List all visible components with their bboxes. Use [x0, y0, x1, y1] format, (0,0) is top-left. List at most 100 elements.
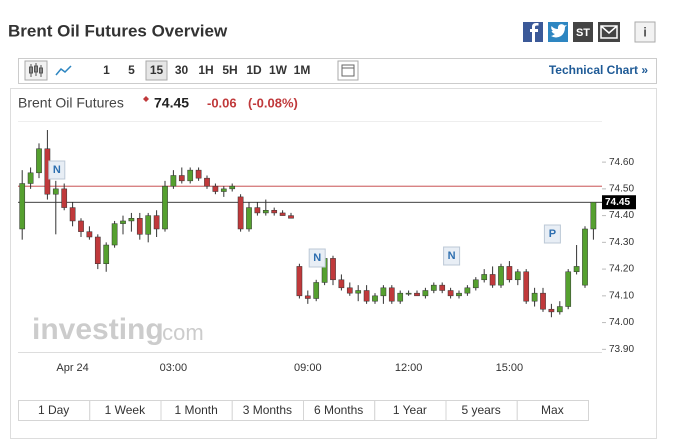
candle-body — [69, 207, 76, 222]
candle-body — [338, 279, 345, 289]
candle-body — [296, 266, 303, 297]
range-button-label: 1 Month — [174, 403, 217, 417]
y-tick-label: 74.00 — [609, 317, 634, 328]
candle-body — [78, 220, 84, 232]
y-tick-label: 74.50 — [609, 184, 634, 195]
event-flag[interactable] — [48, 160, 66, 180]
candle-body — [456, 292, 462, 297]
event-flag-label: P — [549, 228, 556, 240]
stocktwits-icon[interactable] — [573, 22, 593, 42]
range-buttons: 1 Day 1 Week 1 Month 3 Months 6 Months 1 Year… — [18, 400, 589, 421]
candle-body — [422, 290, 429, 297]
candle-body — [187, 169, 194, 182]
candle-body — [220, 188, 227, 192]
candle-body — [363, 290, 370, 302]
candle-body — [447, 290, 454, 297]
candle-body — [288, 215, 294, 219]
event-flag[interactable] — [443, 246, 461, 266]
range-button-label: 1 Week — [105, 403, 146, 417]
interval-button[interactable]: 1W — [269, 63, 288, 77]
candle-body — [548, 308, 555, 313]
y-tick-label: 73.90 — [609, 344, 634, 355]
y-tick-label: 74.60 — [609, 157, 634, 168]
y-tick-label: 74.10 — [609, 290, 634, 301]
stocktwits-label: ST — [576, 27, 590, 39]
candle-body — [355, 290, 362, 294]
candle-body — [103, 244, 110, 264]
candle-body — [313, 282, 320, 299]
candle-body — [556, 306, 563, 313]
candle-body — [380, 287, 387, 297]
twitter-glyph — [551, 24, 567, 38]
candle-body — [229, 185, 236, 190]
last-price: 74.45 — [154, 95, 189, 111]
candle-body — [481, 274, 488, 281]
interval-button[interactable]: 1H — [198, 63, 213, 77]
watermark-suffix: .com — [156, 320, 204, 345]
candle-body — [153, 215, 160, 230]
share-icons: ST i — [523, 21, 656, 43]
interval-button[interactable]: 30 — [175, 63, 189, 77]
interval-buttons: 1 5 15 30 1H 5H 1D 1W 1M — [103, 60, 311, 81]
event-flag-label: N — [448, 250, 456, 262]
x-tick-label: 15:00 — [496, 362, 524, 374]
interval-button[interactable]: 1M — [294, 63, 311, 77]
y-tick-label: 74.40 — [609, 210, 634, 221]
interval-button[interactable]: 1D — [246, 63, 262, 77]
calendar-button[interactable] — [337, 60, 359, 81]
range-button-label: 3 Months — [243, 403, 292, 417]
y-tick-label: 74.20 — [609, 264, 634, 275]
candle-body — [330, 258, 336, 281]
candle-body — [94, 236, 101, 264]
candle-body — [271, 210, 278, 214]
candle-body — [304, 295, 311, 299]
mail-icon[interactable] — [598, 22, 620, 42]
candle-body — [86, 231, 93, 238]
candle-body — [262, 210, 269, 214]
interval-button[interactable]: 15 — [150, 63, 164, 77]
candle-body — [531, 292, 538, 302]
candle-body — [212, 185, 219, 192]
candle-body — [120, 220, 126, 224]
range-button-label: 6 Months — [314, 403, 363, 417]
percent-change: (-0.08%) — [248, 95, 298, 110]
candle-body — [111, 223, 118, 246]
candle-body — [145, 215, 152, 235]
line-button[interactable] — [55, 65, 72, 76]
calendar-glyph — [341, 64, 355, 77]
candle-body — [414, 292, 420, 297]
range-button-label: 1 Day — [38, 403, 69, 417]
x-tick-label: 12:00 — [395, 362, 423, 374]
candle-body — [405, 292, 412, 295]
candle-body — [540, 292, 546, 310]
candle-body — [397, 292, 404, 302]
candle-body — [136, 218, 143, 235]
candle-body — [178, 175, 185, 182]
x-tick-label: 03:00 — [160, 362, 188, 374]
range-button[interactable] — [516, 400, 589, 421]
technical-chart-link[interactable]: Technical Chart » — [549, 63, 648, 77]
quote-line: Brent Oil Futures 74.45 -0.06 (-0.08%) — [18, 95, 298, 111]
interval-button[interactable]: 1 — [103, 63, 110, 77]
candle-body — [128, 218, 135, 222]
page-title: Brent Oil Futures Overview — [8, 21, 228, 40]
interval-button[interactable]: 5H — [222, 63, 237, 77]
candle-body — [472, 279, 479, 289]
candle-body — [19, 183, 26, 230]
price-change: -0.06 — [207, 95, 237, 110]
event-flag[interactable] — [308, 248, 326, 268]
info-icon[interactable] — [634, 21, 656, 43]
candle-body — [204, 177, 210, 187]
event-flag[interactable] — [543, 224, 561, 244]
interval-button[interactable]: 5 — [128, 63, 135, 77]
watermark-brand: investing — [32, 313, 164, 346]
facebook-glyph — [530, 23, 539, 42]
event-flag-label: N — [53, 164, 61, 176]
down-arrow — [143, 96, 149, 102]
candle-body — [27, 172, 34, 184]
candle-body — [372, 295, 378, 302]
candle-body — [565, 271, 572, 307]
candle-body — [237, 196, 244, 230]
y-tick-label: 74.30 — [609, 237, 634, 248]
